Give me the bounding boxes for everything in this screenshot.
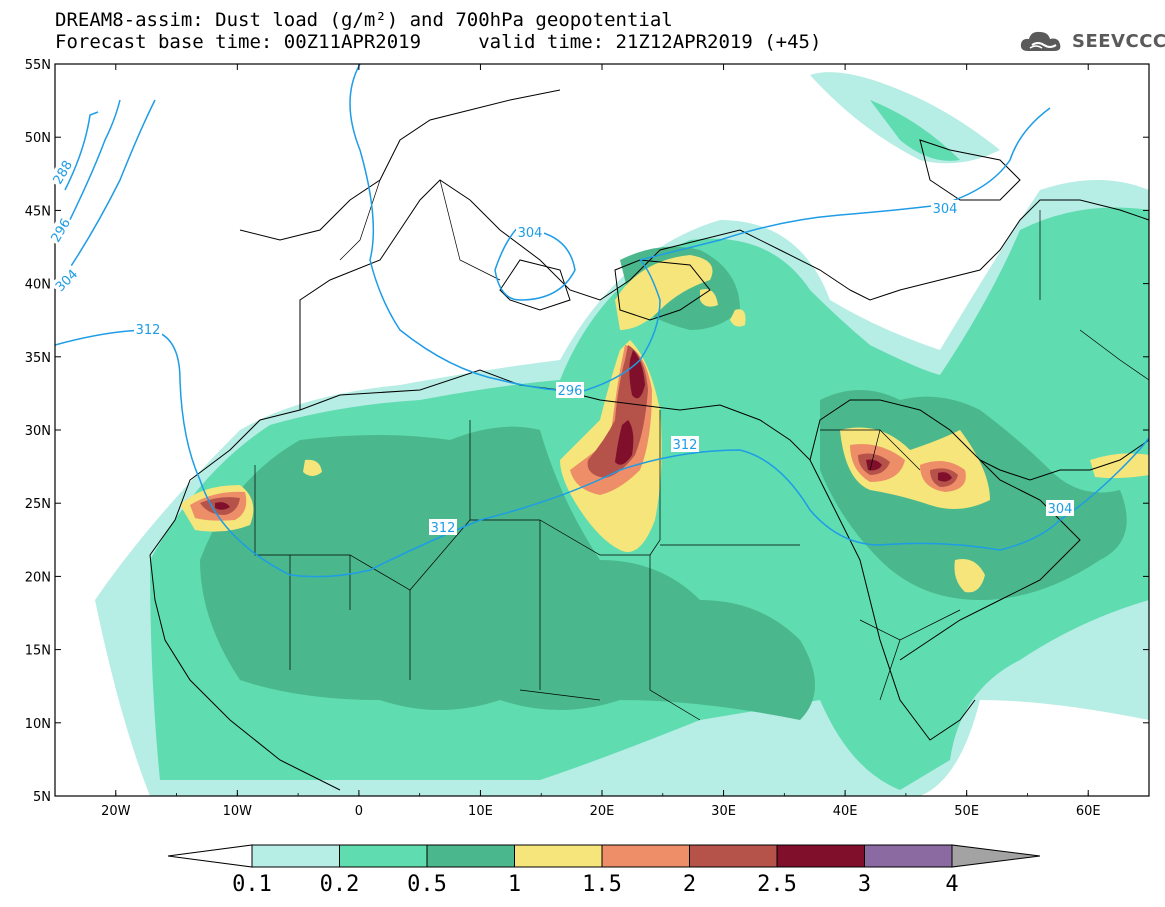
colorbar-label: 4	[945, 872, 959, 897]
svg-text:312: 312	[136, 323, 161, 338]
colorbar-label: 3	[857, 872, 872, 897]
lon-tick-label: 40E	[833, 804, 858, 819]
contour-label: 304	[516, 224, 544, 241]
svg-text:312: 312	[431, 521, 456, 536]
lon-tick-label: 10W	[223, 804, 253, 819]
colorbar-segment	[339, 844, 428, 868]
lat-tick-label: 40N	[25, 278, 51, 293]
lat-tick-label: 30N	[25, 424, 51, 439]
seevccc-logo: SEEVCCC	[1018, 26, 1165, 56]
lon-tick-label: 0	[355, 804, 363, 819]
lon-tick-label: 20W	[101, 804, 131, 819]
lon-tick-label: 10E	[468, 804, 493, 819]
colorbar	[167, 844, 1041, 868]
lon-tick-label: 20E	[590, 804, 615, 819]
lat-tick-label: 15N	[25, 644, 51, 659]
lat-tick-label: 10N	[25, 717, 51, 732]
latitude-axis: 55N 50N 45N 40N 35N 30N 25N 20N 15N 10N 5N	[25, 58, 1149, 805]
lat-tick-label: 50N	[25, 131, 51, 146]
svg-text:296: 296	[558, 384, 583, 399]
lat-tick-label: 55N	[25, 58, 51, 73]
colorbar-segment	[689, 844, 778, 868]
colorbar-label: 1.5	[582, 872, 622, 897]
colorbar-label: 0.1	[232, 872, 272, 897]
contour-label: 304	[931, 200, 959, 217]
longitude-axis: 20W 10W 0 10E 20E 30E 40E 50E 60E	[54, 64, 1150, 819]
map-area	[55, 64, 1149, 796]
borders	[254, 179, 1149, 721]
lat-tick-label: 25N	[25, 497, 51, 512]
svg-text:312: 312	[673, 438, 698, 453]
contour-label: 296	[556, 382, 584, 399]
colorbar-under-arrow	[167, 844, 253, 868]
colorbar-label: 2.5	[757, 872, 797, 897]
lat-tick-label: 5N	[33, 790, 51, 805]
lat-tick-label: 45N	[25, 204, 51, 219]
dust-level-2.5	[215, 350, 952, 510]
contour-label: 304	[1046, 500, 1074, 517]
lon-tick-label: 30E	[711, 804, 736, 819]
colorbar-segment	[251, 844, 340, 868]
logo-text: SEEVCCC	[1072, 30, 1165, 52]
colorbar-segment	[514, 844, 603, 868]
colorbar-label: 2	[682, 872, 697, 897]
colorbar-segment	[426, 844, 515, 868]
lon-tick-label: 60E	[1076, 804, 1101, 819]
lat-tick-label: 35N	[25, 351, 51, 366]
lon-tick-label: 50E	[954, 804, 979, 819]
geopotential-contours	[55, 64, 1149, 578]
colorbar-segment	[601, 844, 690, 868]
contour-label: 312	[671, 436, 699, 453]
colorbar-label: 0.2	[319, 872, 360, 897]
colorbar-segment	[776, 844, 865, 868]
svg-text:304: 304	[518, 226, 543, 241]
svg-text:304: 304	[933, 202, 958, 217]
map-subtitle: Forecast base time: 00Z11APR2019 valid t…	[55, 31, 822, 53]
lat-tick-label: 20N	[25, 570, 51, 585]
map-title: DREAM8-assim: Dust load (g/m²) and 700hP…	[55, 9, 673, 31]
colorbar-label: 1	[507, 872, 522, 897]
contour-label: 312	[429, 519, 457, 536]
svg-text:304: 304	[1048, 502, 1073, 517]
colorbar-over-arrow	[951, 844, 1041, 868]
colorbar-label: 0.5	[407, 872, 447, 897]
coastlines	[149, 89, 1149, 791]
colorbar-segment	[864, 844, 953, 868]
contour-label: 312	[134, 321, 162, 338]
cloud-icon	[1020, 31, 1061, 51]
